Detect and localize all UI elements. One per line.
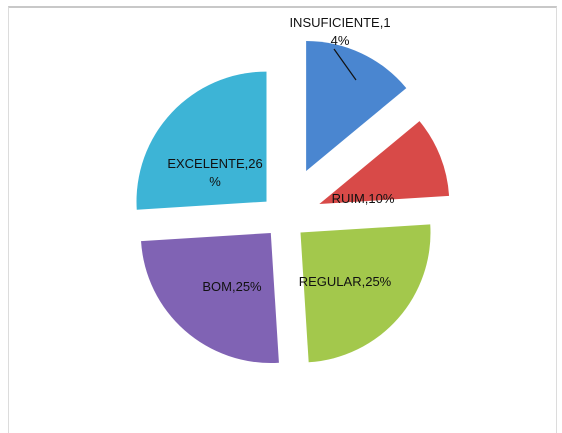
- data-label-regular: REGULAR,25%: [299, 274, 392, 289]
- pie-slice-ruim: [319, 121, 450, 205]
- leader-line-insuficiente: [333, 48, 357, 81]
- data-label-bom: BOM,25%: [202, 279, 262, 294]
- pie-slice-regular: [300, 224, 431, 363]
- chart-area: [8, 6, 557, 433]
- data-label-insuficiente: INSUFICIENTE,1 4%: [289, 15, 390, 48]
- data-label-ruim: RUIM,10%: [332, 191, 395, 206]
- data-label-excelente: EXCELENTE,26%: [167, 156, 262, 189]
- pie-slice-insuficiente: [306, 40, 407, 171]
- pie-slice-bom: [141, 233, 279, 364]
- pie-slice-excelente: [136, 71, 267, 210]
